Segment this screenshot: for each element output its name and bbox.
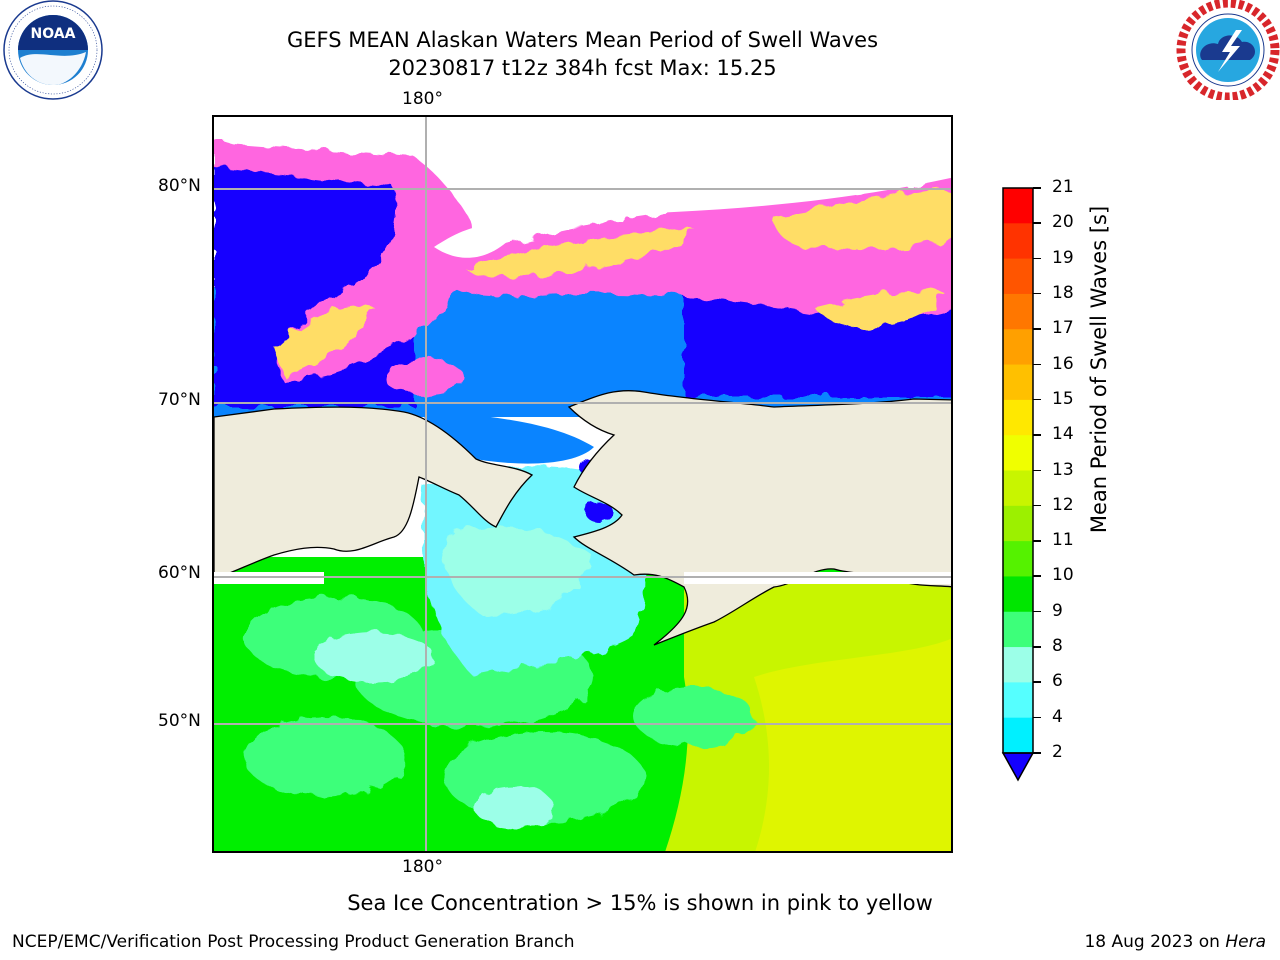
- colorbar-tick: 21: [1033, 177, 1093, 197]
- colorbar-segment: [1003, 435, 1033, 471]
- colorbar-tick-mark: [1033, 363, 1041, 366]
- colorbar-tick-mark: [1033, 434, 1041, 436]
- colorbar-tick: 20: [1033, 212, 1093, 233]
- colorbar-tick-label: 10: [1052, 565, 1074, 586]
- colorbar-segment: [1003, 682, 1033, 719]
- nws-logo: [1176, 0, 1280, 102]
- colorbar-tick-label: 11: [1052, 530, 1074, 551]
- run-info: 18 Aug 2023 on Hera: [1084, 932, 1266, 952]
- ocean-lightgreen-patches: [244, 597, 754, 827]
- colorbar-tick-mark: [1033, 292, 1041, 295]
- colorbar-tick-mark: [1033, 681, 1041, 683]
- colorbar-segment: [1003, 329, 1033, 366]
- run-machine: Hera: [1225, 932, 1266, 952]
- colorbar-svg: [1001, 187, 1035, 782]
- colorbar-tick-mark: [1033, 540, 1041, 542]
- land-masses: [214, 390, 951, 646]
- colorbar-tick-label: 13: [1052, 459, 1074, 480]
- colorbar-tick-label: 6: [1052, 671, 1063, 692]
- colorbar-segment: [1003, 399, 1033, 436]
- colorbar-tick-mark: [1033, 575, 1041, 577]
- colorbar-tick-label: 18: [1052, 282, 1074, 303]
- sea-ice-region: [214, 142, 951, 395]
- lon-label-bottom: 180°: [402, 857, 443, 877]
- colorbar-tick-label: 15: [1052, 388, 1074, 409]
- producer-credit: NCEP/EMC/Verification Post Processing Pr…: [12, 932, 575, 952]
- colorbar-segment: [1003, 611, 1033, 648]
- colorbar-label: Mean Period of Swell Waves [s]: [1087, 205, 1111, 534]
- colorbar-tick: 13: [1033, 459, 1093, 480]
- colorbar-segment: [1003, 223, 1033, 260]
- colorbar-tick-label: 21: [1052, 177, 1074, 197]
- colorbar-tick-label: 14: [1052, 424, 1074, 445]
- colorbar-tick: 9: [1033, 600, 1093, 621]
- colorbar-segment: [1003, 541, 1033, 577]
- colorbar-tick-mark: [1033, 398, 1041, 401]
- colorbar-tick-label: 2: [1052, 742, 1063, 762]
- colorbar-segment: [1003, 188, 1033, 224]
- colorbar-tick-label: 8: [1052, 636, 1063, 657]
- colorbar-tick-mark: [1033, 646, 1041, 648]
- colorbar-segment: [1003, 293, 1033, 330]
- colorbar-tick: 12: [1033, 494, 1093, 515]
- colorbar-tick: 8: [1033, 636, 1093, 657]
- ice-note: Sea Ice Concentration > 15% is shown in …: [347, 891, 933, 915]
- chart-title: GEFS MEAN Alaskan Waters Mean Period of …: [286, 28, 879, 52]
- graticule: [214, 117, 951, 851]
- colorbar-tick-mark: [1033, 469, 1041, 471]
- colorbar-tick-mark: [1033, 610, 1041, 613]
- lat-label-50n: 50°N: [158, 711, 201, 731]
- colorbar-tick-mark: [1033, 716, 1041, 719]
- colorbar-tick: 6: [1033, 671, 1093, 692]
- lat-label-60n: 60°N: [158, 563, 201, 583]
- colorbar-tick: 10: [1033, 565, 1093, 586]
- noaa-logo: NOAA: [2, 0, 104, 102]
- colorbar-tick: 14: [1033, 424, 1093, 445]
- colorbar-tick-mark: [1033, 504, 1041, 507]
- colorbar-tick-label: 4: [1052, 706, 1063, 727]
- noaa-logo-text: NOAA: [31, 26, 76, 42]
- colorbar-tick-mark: [1033, 187, 1041, 189]
- colorbar-tick-mark: [1033, 752, 1041, 754]
- lat-label-80n: 80°N: [158, 176, 201, 196]
- colorbar-extend-triangle: [1001, 752, 1035, 782]
- colorbar-tick-label: 19: [1052, 247, 1074, 268]
- colorbar-tick-mark: [1033, 222, 1041, 224]
- colorbar-tick: 17: [1033, 318, 1093, 339]
- colorbar-tick: 2: [1033, 742, 1093, 762]
- colorbar-segment: [1003, 576, 1033, 613]
- colorbar-tick: 16: [1033, 353, 1093, 374]
- colorbar-segment: [1003, 364, 1033, 401]
- colorbar-segment: [1003, 717, 1033, 754]
- colorbar-tick: 11: [1033, 530, 1093, 551]
- colorbar: [1001, 187, 1035, 782]
- lat-label-70n: 70°N: [158, 390, 201, 410]
- colorbar-segment: [1003, 647, 1033, 683]
- colorbar-tick: 18: [1033, 282, 1093, 303]
- chart-subtitle: 20230817 t12z 384h fcst Max: 15.25: [388, 56, 777, 80]
- colorbar-segment: [1003, 258, 1033, 295]
- colorbar-tick: 19: [1033, 247, 1093, 268]
- map-panel: [212, 115, 953, 853]
- colorbar-tick-mark: [1033, 257, 1041, 260]
- colorbar-tick-mark: [1033, 328, 1041, 330]
- colorbar-tick-label: 17: [1052, 318, 1074, 339]
- colorbar-tick: 15: [1033, 388, 1093, 409]
- colorbar-tick-label: 12: [1052, 494, 1074, 515]
- colorbar-segment: [1003, 505, 1033, 542]
- colorbar-tick-label: 20: [1052, 212, 1074, 233]
- map-canvas: [214, 117, 951, 851]
- colorbar-tick-label: 9: [1052, 600, 1063, 621]
- run-date: 18 Aug 2023 on: [1084, 932, 1226, 952]
- colorbar-segment: [1003, 470, 1033, 507]
- colorbar-tick: 4: [1033, 706, 1093, 727]
- lon-label-top: 180°: [402, 89, 443, 109]
- siberia-land: [214, 406, 534, 580]
- colorbar-tick-label: 16: [1052, 353, 1074, 374]
